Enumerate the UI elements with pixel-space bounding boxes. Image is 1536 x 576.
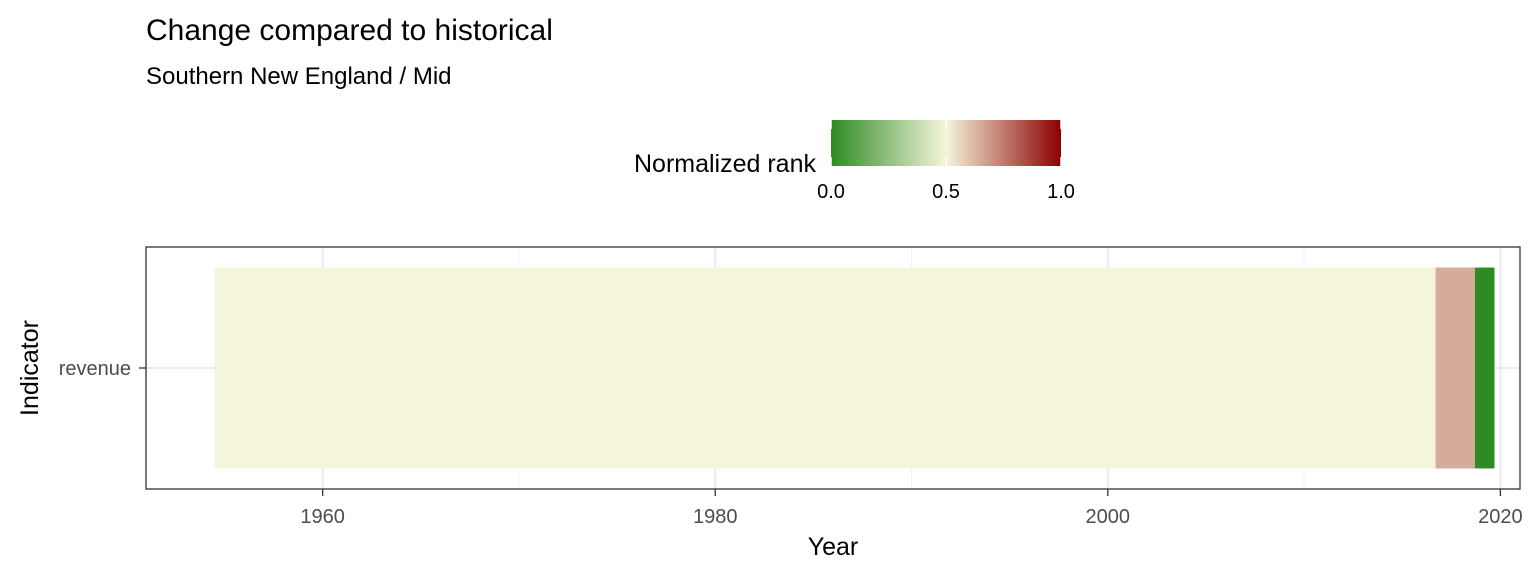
heatmap-tiles: [214, 267, 1495, 469]
legend-title: Normalized rank: [634, 150, 817, 178]
x-tick-label: 2000: [1086, 506, 1131, 528]
plot-panel: [145, 246, 1521, 490]
legend-tick-label: 0.0: [817, 181, 845, 203]
legend-ticks: 0.0 0.5 1.0: [817, 120, 1075, 203]
heatmap-tile: [214, 267, 1436, 469]
x-axis-label: Year: [808, 533, 859, 561]
x-axis: 1960 1980 2000 2020: [300, 489, 1523, 528]
x-tick-label: 1980: [693, 506, 738, 528]
y-axis-label: Indicator: [16, 320, 44, 416]
x-tick-label: 1960: [300, 506, 345, 528]
heatmap-tile: [1474, 267, 1495, 469]
legend: Normalized rank 0.0 0.5 1.0: [634, 120, 1075, 203]
y-axis: revenue: [59, 358, 146, 380]
chart-subtitle: Southern New England / Mid: [146, 63, 452, 90]
chart-title: Change compared to historical: [146, 14, 553, 47]
legend-tick-label: 0.5: [932, 181, 960, 203]
heatmap-tile: [1435, 267, 1475, 469]
y-tick-label: revenue: [59, 358, 131, 380]
x-tick-label: 2020: [1478, 506, 1523, 528]
legend-tick-label: 1.0: [1047, 181, 1075, 203]
